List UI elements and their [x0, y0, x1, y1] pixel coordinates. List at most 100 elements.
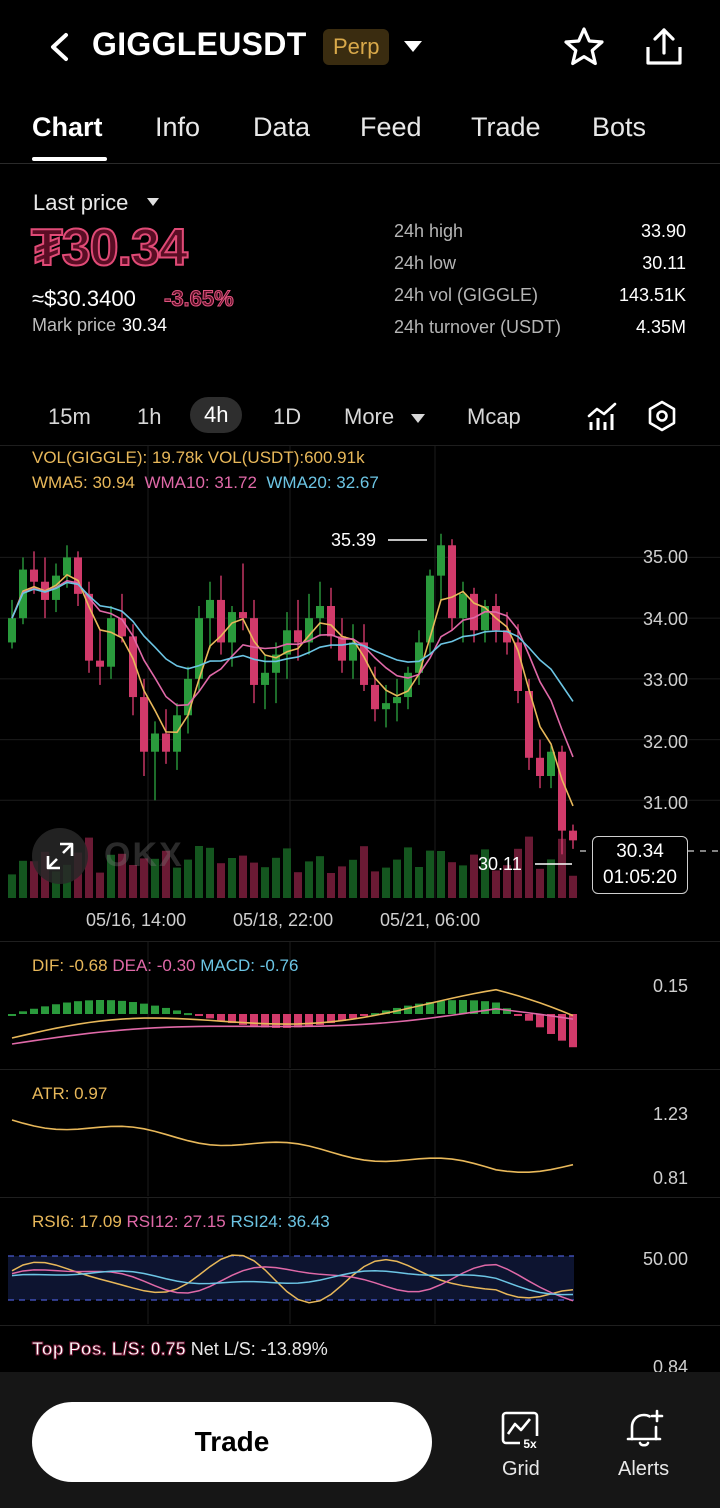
share-icon[interactable]: [642, 25, 686, 69]
macd-histogram-bar: [437, 1000, 445, 1014]
caret-down-icon[interactable]: [410, 413, 426, 424]
candle-body: [426, 575, 434, 643]
back-arrow-icon[interactable]: [40, 26, 80, 68]
atr-legend: ATR: 0.97: [32, 1084, 107, 1104]
x-tick: 05/18, 22:00: [233, 910, 334, 930]
dea-label: DEA: -0.30: [112, 956, 196, 975]
section-divider: [0, 1069, 720, 1070]
macd-histogram-bar: [85, 1000, 93, 1014]
volume-bar: [129, 865, 137, 898]
interval-4h[interactable]: 4h: [190, 397, 243, 433]
volume-bar: [283, 848, 291, 898]
tab-trade[interactable]: Trade: [471, 112, 541, 142]
x-tick: 05/16, 14:00: [86, 910, 187, 930]
interval-more[interactable]: More: [344, 404, 395, 429]
current-price: 30.34: [616, 841, 664, 862]
volume-bar: [107, 854, 115, 898]
candle-body: [118, 618, 126, 637]
macd-histogram-bar: [448, 1000, 456, 1014]
candle-body: [470, 593, 478, 631]
volume-bar: [514, 848, 522, 898]
stat-value: 30.11: [642, 253, 686, 273]
candle-body: [558, 751, 566, 831]
interval-1h[interactable]: 1h: [137, 404, 162, 429]
macd-histogram-bar: [151, 1005, 159, 1014]
candle-body: [250, 618, 258, 685]
candle-body: [129, 636, 137, 698]
tab-info[interactable]: Info: [155, 112, 201, 142]
macd-histogram-bar: [228, 1014, 236, 1024]
star-icon[interactable]: [562, 25, 606, 69]
interval-15m[interactable]: 15m: [48, 404, 91, 429]
grid-label[interactable]: Grid: [502, 1458, 540, 1480]
macd-histogram-bar: [173, 1010, 181, 1014]
rsi24-line: [11, 1270, 574, 1296]
atr-chart[interactable]: [0, 1070, 720, 1196]
top-pos-ls-label: Top Pos. L/S: 0.75: [32, 1339, 187, 1360]
wma-legend: WMA5: 30.94 WMA10: 31.72 WMA20: 32.67: [32, 473, 379, 493]
stat-24h-high: 24h high 33.90: [394, 221, 686, 242]
volume-bar: [195, 846, 203, 898]
macd-histogram-bar: [338, 1014, 346, 1021]
candle-body: [184, 678, 192, 716]
macd-histogram-bar: [360, 1014, 368, 1016]
symbol-title[interactable]: GIGGLEUSDT: [92, 26, 307, 62]
candle-body: [140, 697, 148, 752]
candle-body: [151, 733, 159, 752]
interval-1d[interactable]: 1D: [273, 404, 302, 429]
section-divider: [0, 1197, 720, 1198]
rsi-y-tick: 50.00: [642, 1249, 688, 1269]
candle-body: [525, 691, 533, 758]
macd-histogram-bar: [162, 1007, 170, 1014]
tab-feed[interactable]: Feed: [360, 112, 422, 142]
fullscreen-button[interactable]: [32, 828, 88, 884]
macd-histogram-bar: [41, 1006, 49, 1014]
bell-plus-icon[interactable]: [624, 1408, 666, 1450]
candle-body: [206, 599, 214, 619]
alerts-label[interactable]: Alerts: [618, 1458, 670, 1480]
last-price-label[interactable]: Last price: [33, 190, 129, 215]
candle-countdown: 01:05:20: [603, 867, 677, 888]
mark-price: Mark price 30.34: [32, 315, 167, 336]
volume-bar: [558, 838, 566, 898]
macd-chart[interactable]: [0, 942, 720, 1068]
tab-chart[interactable]: Chart: [32, 112, 103, 142]
volume-bar: [448, 862, 456, 898]
grid-bot-icon[interactable]: 5x: [500, 1410, 540, 1450]
tab-bots[interactable]: Bots: [592, 112, 647, 142]
volume-bar: [250, 862, 258, 898]
indicators-icon[interactable]: [586, 400, 618, 432]
candle-body: [8, 618, 16, 643]
tab-data[interactable]: Data: [253, 112, 311, 142]
macd-y-tick: 0.15: [652, 976, 688, 996]
caret-down-icon[interactable]: [146, 197, 160, 207]
volume-bar: [52, 871, 60, 898]
macd-histogram-bar: [250, 1014, 258, 1027]
macd-histogram-bar: [19, 1011, 27, 1014]
candle-body: [294, 630, 302, 643]
candle-body: [272, 654, 280, 673]
macd-histogram-bar: [283, 1014, 291, 1028]
candle-body: [459, 593, 467, 619]
candle-body: [349, 642, 357, 661]
macd-histogram-bar: [327, 1014, 335, 1024]
settings-icon[interactable]: [646, 400, 678, 432]
volume-bar: [382, 867, 390, 898]
macd-histogram-bar: [74, 1001, 82, 1014]
macd-histogram-bar: [569, 1014, 577, 1048]
wma-line: [11, 579, 574, 758]
chevron-down-icon[interactable]: [402, 38, 424, 54]
interval-mcap[interactable]: Mcap: [467, 404, 521, 429]
macd-histogram-bar: [239, 1014, 247, 1025]
stat-value: 4.35M: [635, 317, 686, 337]
dif-line: [11, 988, 574, 1039]
low-marker-label: 30.11: [478, 854, 522, 874]
rsi-chart[interactable]: [0, 1198, 720, 1324]
volume-bar: [118, 853, 126, 898]
stat-24h-vol: 24h vol (GIGGLE) 143.51K: [394, 285, 686, 306]
y-tick: 34.00: [642, 609, 688, 629]
candle-body: [63, 557, 71, 576]
perp-badge: Perp: [323, 29, 390, 65]
trade-button[interactable]: Trade: [32, 1402, 432, 1482]
candlestick-chart[interactable]: [0, 446, 720, 898]
